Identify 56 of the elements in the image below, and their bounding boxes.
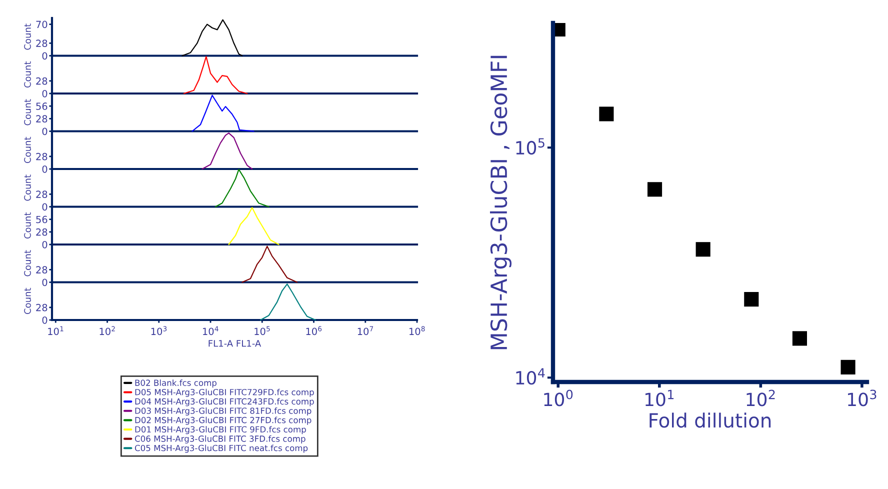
legend-label: D04 MSH-Arg3-GluCBI FITC243FD.fcs comp [135, 398, 314, 406]
y-tick-label: 28 [36, 190, 48, 198]
legend-label: D02 MSH-Arg3-GluCBI FITC 27FD.fcs comp [135, 416, 312, 425]
x-tick-label: 10$^{3}$ [848, 390, 876, 406]
legend-label: C05 MSH-Arg3-GluCBI FITC neat.fcs comp [134, 444, 308, 453]
x-tick-label: 10$^{4}$ [203, 326, 218, 336]
y-axis-title: Count [24, 136, 31, 164]
legend-label: D01 MSH-Arg3-GluCBI FITC 9FD.fcs comp [135, 426, 306, 434]
y-tick-label: 56 [36, 216, 48, 224]
x-tick-label: 10$^{0}$ [544, 390, 573, 406]
y-axis-title: Count [24, 24, 31, 50]
x-tick-label: 10$^{1}$ [48, 326, 64, 336]
y-axis-title: Count [24, 212, 31, 239]
x-tick-label: 10$^{6}$ [306, 326, 322, 336]
y-tick-label: 70 [36, 20, 48, 28]
y-tick-label: 28 [36, 228, 48, 236]
y-tick-label: 56 [36, 102, 48, 110]
x-tick-label: 10$^{2}$ [100, 326, 115, 336]
y-axis-title: Count [24, 288, 31, 314]
legend-label: D03 MSH-Arg3-GluCBI FITC 81FD.fcs comp [135, 407, 312, 416]
y-tick-label: 28 [36, 40, 48, 47]
point [696, 242, 710, 257]
y-axis-title: Count [24, 174, 31, 201]
point [840, 360, 856, 374]
point [792, 331, 807, 346]
x-tick-label: 10$^{5}$ [254, 326, 270, 336]
x-tick-label: 10$^{2}$ [746, 390, 775, 406]
y-tick-label: 0 [42, 90, 48, 98]
x-tick-label: 10$^{3}$ [151, 326, 167, 336]
y-tick-label: 28 [36, 266, 48, 274]
y-tick-label: 0 [42, 52, 48, 60]
y-tick-label: 0 [42, 203, 48, 211]
x-axis-title: FL1-A FL1-A [208, 340, 262, 347]
point [744, 292, 759, 307]
x-tick-label: 10$^{1}$ [645, 390, 674, 406]
y-axis-title: MSH-Arg3-GluCBI , GeoMFI [490, 56, 512, 350]
y-tick-label: 28 [36, 77, 48, 85]
y-axis-title: Count [24, 99, 31, 126]
y-tick-label: 0 [42, 278, 48, 286]
x-tick-label: 10$^{7}$ [358, 326, 374, 336]
y-tick-label: 28 [36, 304, 48, 312]
y-tick-label: 0 [42, 316, 48, 324]
y-tick-label: 0 [42, 240, 48, 248]
y-axis-title: Count [24, 250, 31, 276]
point [599, 106, 614, 122]
y-tick-label: 28 [36, 115, 48, 122]
y-tick-label: 0 [42, 128, 48, 136]
x-tick-label: 10$^{8}$ [410, 326, 425, 336]
x-axis-title: Fold dillution [650, 412, 771, 428]
y-tick-label: 28 [36, 152, 48, 160]
legend-label: B02 Blank.fcs comp [135, 380, 217, 388]
y-tick-label: 0 [42, 165, 48, 173]
point [647, 182, 662, 197]
legend-label: D05 MSH-Arg3-GluCBI FITC729FD.fcs comp [135, 388, 314, 397]
y-axis-title: Count [24, 61, 31, 88]
legend-label: C06 MSH-Arg3-GluCBI FITC 3FD.fcs comp [134, 435, 306, 444]
